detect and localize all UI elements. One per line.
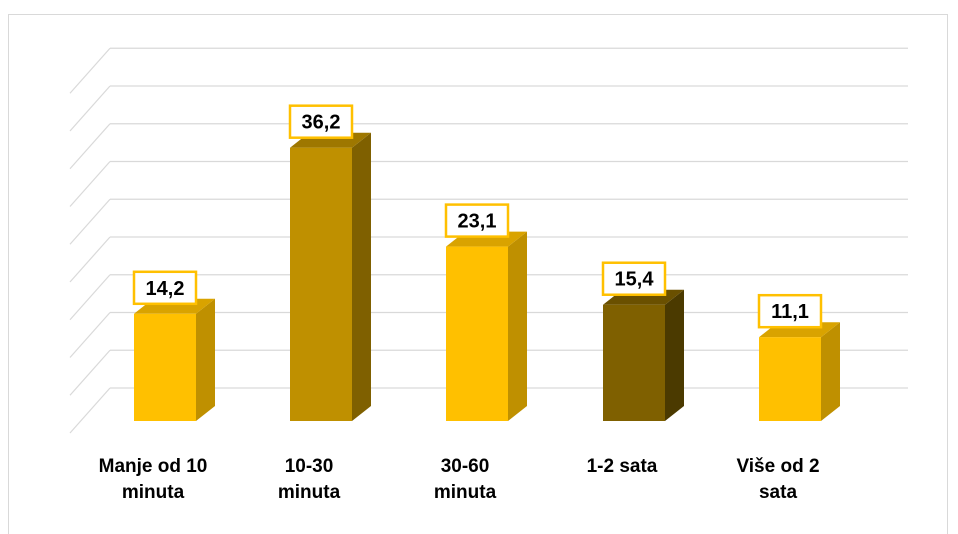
data-label-box <box>132 270 198 306</box>
bar-chart: 14,2 Manje od 10 minuta 36,2 10-30 minuta 23,1… <box>69 47 908 503</box>
gridline-diagonal <box>69 123 111 170</box>
bar-side <box>196 298 215 421</box>
bar-side <box>352 132 371 421</box>
category-label: 1-2 sata <box>587 456 658 477</box>
gridline-diagonal <box>69 85 111 132</box>
category-label: minuta <box>278 482 341 503</box>
gridline-diagonal <box>69 47 111 94</box>
bar <box>446 246 508 421</box>
bar-side <box>508 231 527 421</box>
data-label-box <box>757 293 823 329</box>
gridline-diagonal <box>69 236 111 283</box>
bar <box>603 304 665 421</box>
bar-side <box>665 289 684 421</box>
data-label: 15,4 <box>615 269 655 291</box>
data-label-box <box>601 261 667 296</box>
bar <box>134 313 196 421</box>
bar <box>759 337 821 421</box>
category-label: Više od 2 <box>736 456 819 477</box>
category-label: sata <box>759 482 797 503</box>
category-label: Manje od 10 <box>99 456 208 477</box>
chart-area: 14,2 Manje od 10 minuta 36,2 10-30 minuta 23,1… <box>8 14 948 534</box>
bar <box>290 147 352 421</box>
data-label-box <box>288 104 354 139</box>
bar-side <box>821 322 840 421</box>
gridline-diagonal <box>69 312 111 358</box>
category-label: 30-60 <box>441 456 490 477</box>
gridline-diagonal <box>69 387 111 434</box>
data-label: 36,2 <box>302 112 341 134</box>
category-label: 10-30 <box>285 456 334 477</box>
gridline-diagonal <box>69 349 111 396</box>
data-label: 14,2 <box>146 278 185 300</box>
category-label: minuta <box>122 482 185 503</box>
data-label: 11,1 <box>771 301 809 323</box>
data-label-box <box>444 203 510 238</box>
category-label: minuta <box>434 482 497 503</box>
data-label: 23,1 <box>458 211 497 233</box>
chart-frame <box>8 14 948 534</box>
gridline-diagonal <box>69 198 111 245</box>
gridline-diagonal <box>69 161 111 207</box>
gridline-diagonal <box>69 274 111 321</box>
